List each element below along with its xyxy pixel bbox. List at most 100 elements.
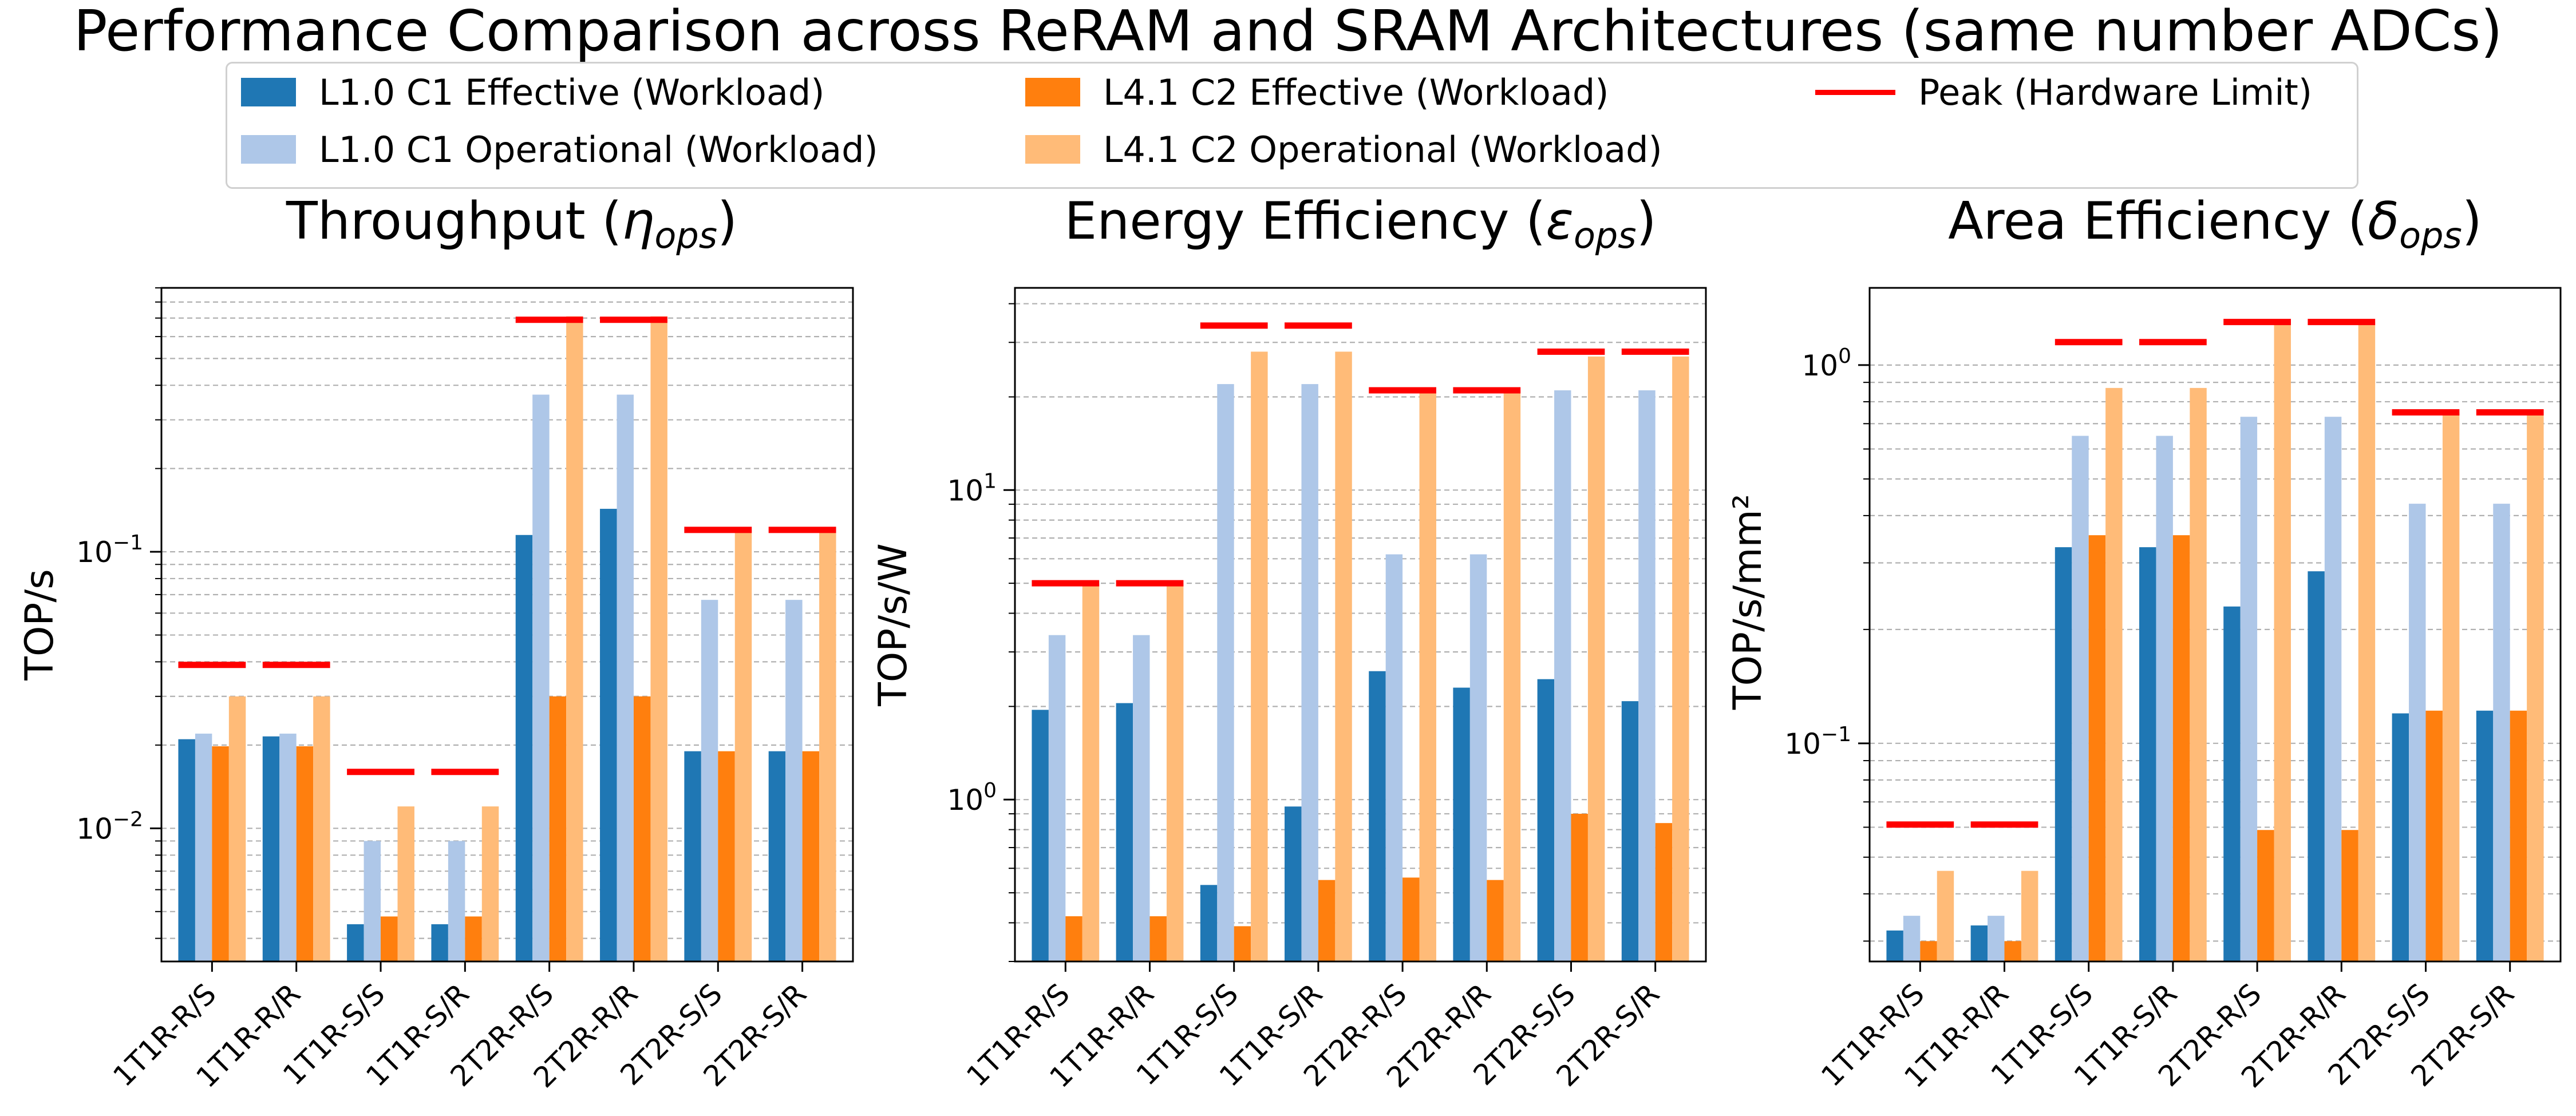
bar [2088, 535, 2106, 961]
bar [448, 841, 465, 961]
bar [1301, 384, 1318, 961]
bar [2442, 412, 2460, 961]
bar [1335, 351, 1352, 961]
bar [262, 736, 280, 961]
bar [617, 394, 634, 961]
bar [2493, 504, 2510, 961]
bar [1166, 583, 1184, 961]
axes-frame [160, 287, 854, 963]
bar [2510, 710, 2527, 961]
legend-swatch [1025, 78, 1080, 106]
bar [549, 696, 567, 961]
bar [2172, 535, 2190, 961]
y-tick-label: 100 [947, 779, 997, 817]
bar [347, 924, 364, 961]
bar [1554, 390, 1571, 961]
bar [2527, 412, 2544, 961]
panel-1: 10−210−11T1R-R/S1T1R-R/R1T1R-S/S1T1R-S/R… [17, 191, 854, 1094]
bar [2072, 436, 2089, 961]
bar [2476, 710, 2494, 961]
bar [2021, 870, 2038, 961]
bar [212, 746, 229, 961]
bar [2156, 436, 2173, 961]
bar [2392, 713, 2409, 961]
bar [819, 529, 836, 961]
legend-swatch-line [1815, 89, 1895, 95]
bar [2223, 606, 2241, 961]
bar [1503, 390, 1521, 961]
axes-frame [1014, 287, 1707, 963]
bar [1638, 390, 1656, 961]
bar [178, 739, 195, 961]
bar [364, 841, 381, 961]
bar [279, 733, 297, 961]
bar [1920, 941, 1937, 961]
bar [1937, 870, 1954, 961]
y-axis-label: TOP/s/W [871, 543, 916, 707]
bar [2358, 322, 2376, 961]
bar [1065, 916, 1082, 961]
bar [1369, 671, 1386, 961]
panel-2: 1001011T1R-R/S1T1R-R/R1T1R-S/S1T1R-S/R2T… [871, 191, 1707, 1094]
bar [2341, 830, 2358, 961]
bar [1285, 806, 1302, 961]
bar [1487, 880, 1504, 961]
panel-title: Area Efficiency (δops) [1948, 191, 2482, 256]
bar [1200, 885, 1218, 961]
y-axis-label: TOP/s/mm² [1725, 494, 1771, 710]
legend-swatch [241, 78, 296, 106]
bar [1903, 916, 1921, 961]
bar [2274, 322, 2291, 961]
bar [768, 751, 786, 961]
bar [1116, 703, 1133, 961]
bar [1970, 925, 1988, 961]
legend-label: L4.1 C2 Operational (Workload) [1103, 128, 1662, 171]
bar [2240, 417, 2258, 961]
bar [2190, 387, 2207, 961]
bar [1988, 916, 2005, 961]
bar [1318, 880, 1336, 961]
bar [228, 696, 246, 961]
bar [1672, 356, 1689, 961]
legend-label: Peak (Hardware Limit) [1918, 71, 2313, 113]
bar [1149, 916, 1167, 961]
bar [1655, 823, 1673, 961]
bar [1469, 554, 1487, 961]
bar [1537, 679, 1555, 961]
bar [633, 696, 651, 961]
bar [1048, 635, 1066, 961]
bar [1587, 356, 1605, 961]
bar [1621, 701, 1639, 961]
bar [1419, 390, 1436, 961]
legend-label: L1.0 C1 Operational (Workload) [319, 128, 878, 171]
legend-label: L4.1 C2 Effective (Workload) [1103, 71, 1609, 113]
legend-item-l10-c1-operational: L1.0 C1 Operational (Workload) [241, 129, 878, 171]
legend-swatch [241, 135, 296, 164]
figure-title: Performance Comparison across ReRAM and … [73, 0, 2503, 64]
bar [2139, 547, 2156, 961]
legend-swatch [1025, 135, 1080, 164]
y-tick-label: 100 [1801, 345, 1851, 382]
bar [802, 751, 820, 961]
bar [600, 509, 617, 961]
panel-title: Energy Efficiency (εops) [1064, 191, 1656, 256]
bar [465, 916, 482, 961]
bar [313, 696, 330, 961]
bar [785, 600, 803, 961]
bar [515, 535, 533, 961]
bar [684, 751, 701, 961]
legend: L1.0 C1 Effective (Workload) L1.0 C1 Ope… [226, 62, 2358, 189]
bar [1133, 635, 1150, 961]
bar [718, 751, 735, 961]
bar [1217, 384, 1234, 961]
bar [532, 394, 550, 961]
axes-frame [1868, 287, 2562, 963]
bar [481, 806, 499, 961]
bar [1402, 877, 1420, 961]
bar [195, 733, 212, 961]
legend-item-peak: Peak (Hardware Limit) [1815, 72, 2312, 113]
bar [701, 600, 718, 961]
bar [2004, 941, 2021, 961]
bar [1453, 687, 1470, 961]
y-tick-label: 101 [947, 469, 997, 507]
